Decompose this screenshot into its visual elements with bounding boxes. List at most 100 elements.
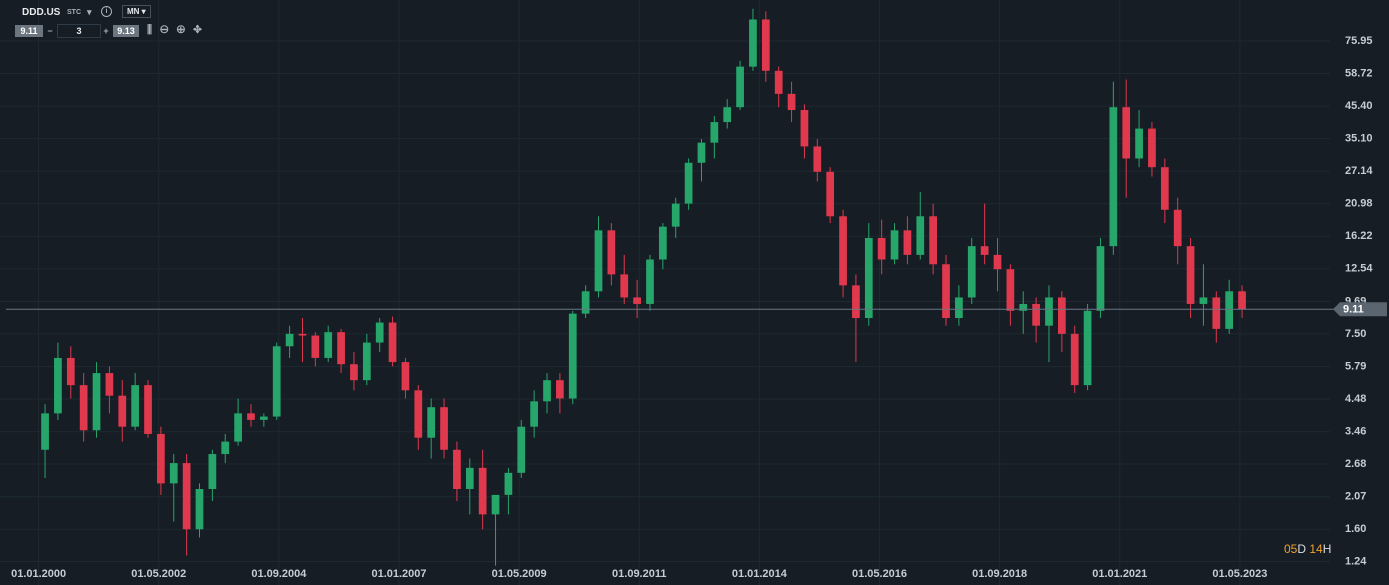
candle-body	[517, 426, 526, 473]
candle-body	[1186, 246, 1195, 304]
candle-body	[195, 488, 204, 530]
x-tick-label: 01.09.2011	[612, 568, 666, 580]
candle-body	[79, 385, 88, 431]
interval[interactable]: MN ▾	[122, 5, 151, 18]
candle-body	[1225, 291, 1234, 329]
candle-body	[247, 413, 255, 420]
x-tick-label: 01.05.2002	[131, 568, 186, 580]
candle-body	[337, 332, 345, 365]
y-tick-label: 7.50	[1345, 328, 1366, 340]
candle-body	[1045, 297, 1053, 326]
candle-body	[658, 226, 667, 260]
candle-body	[877, 237, 886, 260]
candle-body	[1109, 107, 1118, 247]
x-tick-label: 01.05.2009	[492, 568, 547, 580]
candle-body	[1096, 246, 1105, 311]
candle-body	[1160, 167, 1169, 210]
candle-body	[54, 357, 62, 414]
candle-body	[967, 246, 976, 298]
timer-hours-unit: H	[1322, 542, 1332, 556]
candle-body	[1135, 128, 1143, 159]
candle-body	[105, 373, 114, 396]
candle-body	[671, 203, 680, 227]
candle-body	[350, 364, 358, 381]
candle-body	[272, 346, 281, 417]
candle-body	[916, 216, 925, 255]
candle-body	[401, 362, 410, 391]
candle-body	[504, 472, 513, 495]
y-tick-label: 16.22	[1345, 230, 1373, 242]
market[interactable]: STC	[67, 9, 81, 16]
x-tick-label: 01.05.2016	[852, 568, 907, 580]
candle-body	[324, 332, 333, 358]
candle-body	[440, 407, 448, 450]
x-tick-label: 01.01.2000	[11, 568, 66, 580]
candle-body	[556, 380, 564, 399]
candle-body	[568, 313, 577, 399]
x-tick-label: 01.09.2004	[251, 568, 307, 580]
timer-days-unit: D	[1297, 542, 1307, 556]
candle-body	[92, 373, 101, 431]
candle-body	[1199, 297, 1208, 304]
candle-body	[839, 216, 847, 286]
quantity[interactable]: 3	[57, 24, 101, 38]
candle-body	[1238, 291, 1246, 310]
candle-body	[646, 259, 654, 304]
y-tick-label: 45.40	[1345, 100, 1373, 112]
candle-body	[594, 230, 603, 292]
candle-body	[491, 494, 500, 515]
y-tick-label: 3.46	[1345, 426, 1366, 438]
candle-body	[478, 467, 487, 515]
candle-body	[1057, 297, 1066, 334]
candle-body	[182, 463, 191, 530]
candle-body	[697, 142, 706, 163]
candle-body	[208, 454, 217, 489]
candle-body	[157, 433, 165, 484]
candle-body	[774, 70, 783, 94]
last-price-label: 9.11	[1343, 304, 1364, 316]
candle-body	[761, 19, 770, 71]
y-tick-label: 4.48	[1345, 393, 1366, 405]
x-tick-label: 01.09.2018	[972, 568, 1027, 580]
candle-body	[41, 413, 49, 450]
y-tick-label: 35.10	[1345, 133, 1373, 145]
candle-body	[530, 401, 539, 427]
candle-body	[1019, 303, 1028, 311]
candle-body	[465, 467, 474, 489]
candle-body	[427, 407, 436, 438]
minus-button[interactable]: −	[47, 26, 53, 36]
ask-price[interactable]: 9.13	[113, 25, 139, 37]
candle-body	[800, 110, 809, 147]
y-tick-label: 5.79	[1345, 360, 1366, 372]
dropdown-arrow[interactable]: ▾	[87, 7, 92, 17]
candle-body	[1006, 269, 1015, 311]
candle-body	[942, 264, 950, 319]
candle-body	[852, 285, 860, 319]
candle-body	[723, 107, 732, 123]
chart-tools[interactable]: ⫼⊖⊕✥	[147, 24, 210, 36]
y-tick-label: 2.68	[1345, 458, 1366, 470]
candle-body	[813, 146, 822, 172]
candle-body	[1148, 128, 1156, 168]
y-tick-label: 12.54	[1345, 263, 1373, 275]
candle-body	[736, 66, 744, 108]
candle-body	[453, 449, 461, 489]
candle-body	[311, 335, 320, 358]
y-tick-label: 27.14	[1345, 165, 1373, 177]
candle-body	[66, 357, 75, 386]
candle-body	[131, 385, 140, 427]
candle-body	[1212, 297, 1221, 329]
candle-body	[543, 380, 551, 402]
symbol[interactable]: DDD.US	[22, 7, 61, 18]
info-icon[interactable]: i	[101, 6, 112, 17]
bid-price[interactable]: 9.11	[15, 25, 43, 37]
timer: 05D 14H	[1284, 542, 1331, 556]
candle-body	[903, 230, 912, 255]
candle-body	[388, 322, 397, 363]
interval-label: MN	[127, 7, 140, 16]
plus-button[interactable]: +	[103, 26, 109, 36]
candle-body	[710, 122, 719, 143]
candle-body	[581, 291, 590, 314]
x-tick-label: 01.01.2021	[1092, 568, 1147, 580]
